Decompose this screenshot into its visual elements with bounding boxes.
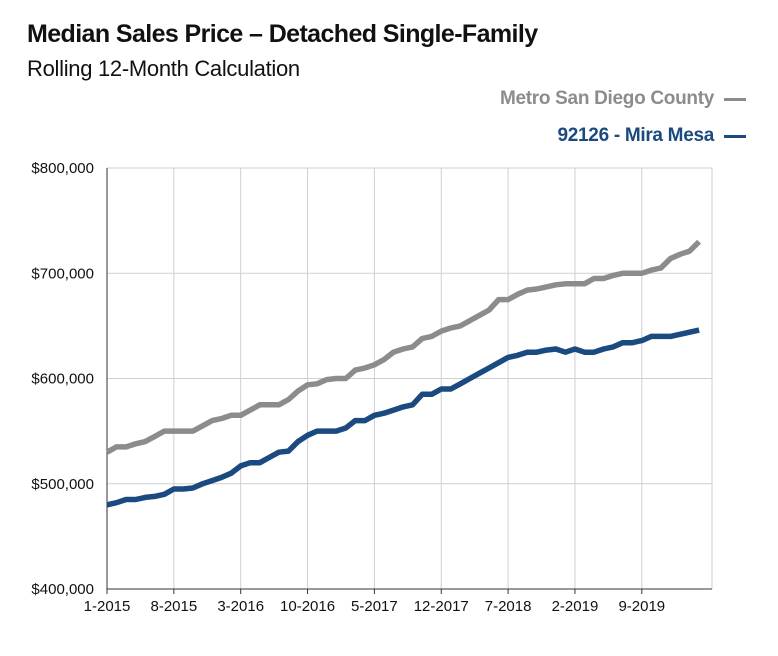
- x-tick-label: 1-2015: [84, 598, 131, 615]
- x-tick-label: 7-2018: [485, 598, 532, 615]
- grid-lines: [106, 167, 713, 590]
- y-tick-label: $700,000: [31, 265, 94, 282]
- x-tick-label: 8-2015: [150, 598, 197, 615]
- legend-label-mira-mesa: 92126 - Mira Mesa: [557, 125, 715, 146]
- y-tick-label: $600,000: [31, 371, 94, 388]
- y-axis-ticks: $400,000 $500,000 $600,000 $700,000 $800,000: [31, 160, 94, 598]
- chart-title: Median Sales Price – Detached Single-Fam…: [27, 20, 538, 48]
- x-axis-ticks: 1-2015 8-2015 3-2016 10-2016 5-2017 12-2017 7-…: [84, 598, 666, 615]
- series-lines: [105, 239, 702, 508]
- legend-item-mira-mesa: 92126 - Mira Mesa: [557, 125, 746, 147]
- x-tick-label: 10-2016: [280, 598, 335, 615]
- legend-swatch-metro: [724, 97, 746, 101]
- y-tick-label: $500,000: [31, 476, 94, 493]
- x-tick-label: 2-2019: [552, 598, 599, 615]
- legend-swatch-mira-mesa: [724, 134, 746, 138]
- chart-subtitle: Rolling 12-Month Calculation: [27, 56, 300, 81]
- y-tick-label: $800,000: [31, 160, 94, 177]
- x-tick-label: 9-2019: [618, 598, 665, 615]
- x-tick-label: 5-2017: [351, 598, 398, 615]
- series-line-metro-san-diego: [105, 239, 702, 455]
- x-tick-label: 12-2017: [414, 598, 469, 615]
- axes: [106, 168, 712, 594]
- series-line-mira-mesa: [106, 327, 700, 508]
- y-tick-label: $400,000: [31, 581, 94, 598]
- legend-label-metro: Metro San Diego County: [499, 88, 714, 109]
- legend-item-metro: Metro San Diego County: [500, 88, 746, 110]
- x-tick-label: 3-2016: [217, 598, 264, 615]
